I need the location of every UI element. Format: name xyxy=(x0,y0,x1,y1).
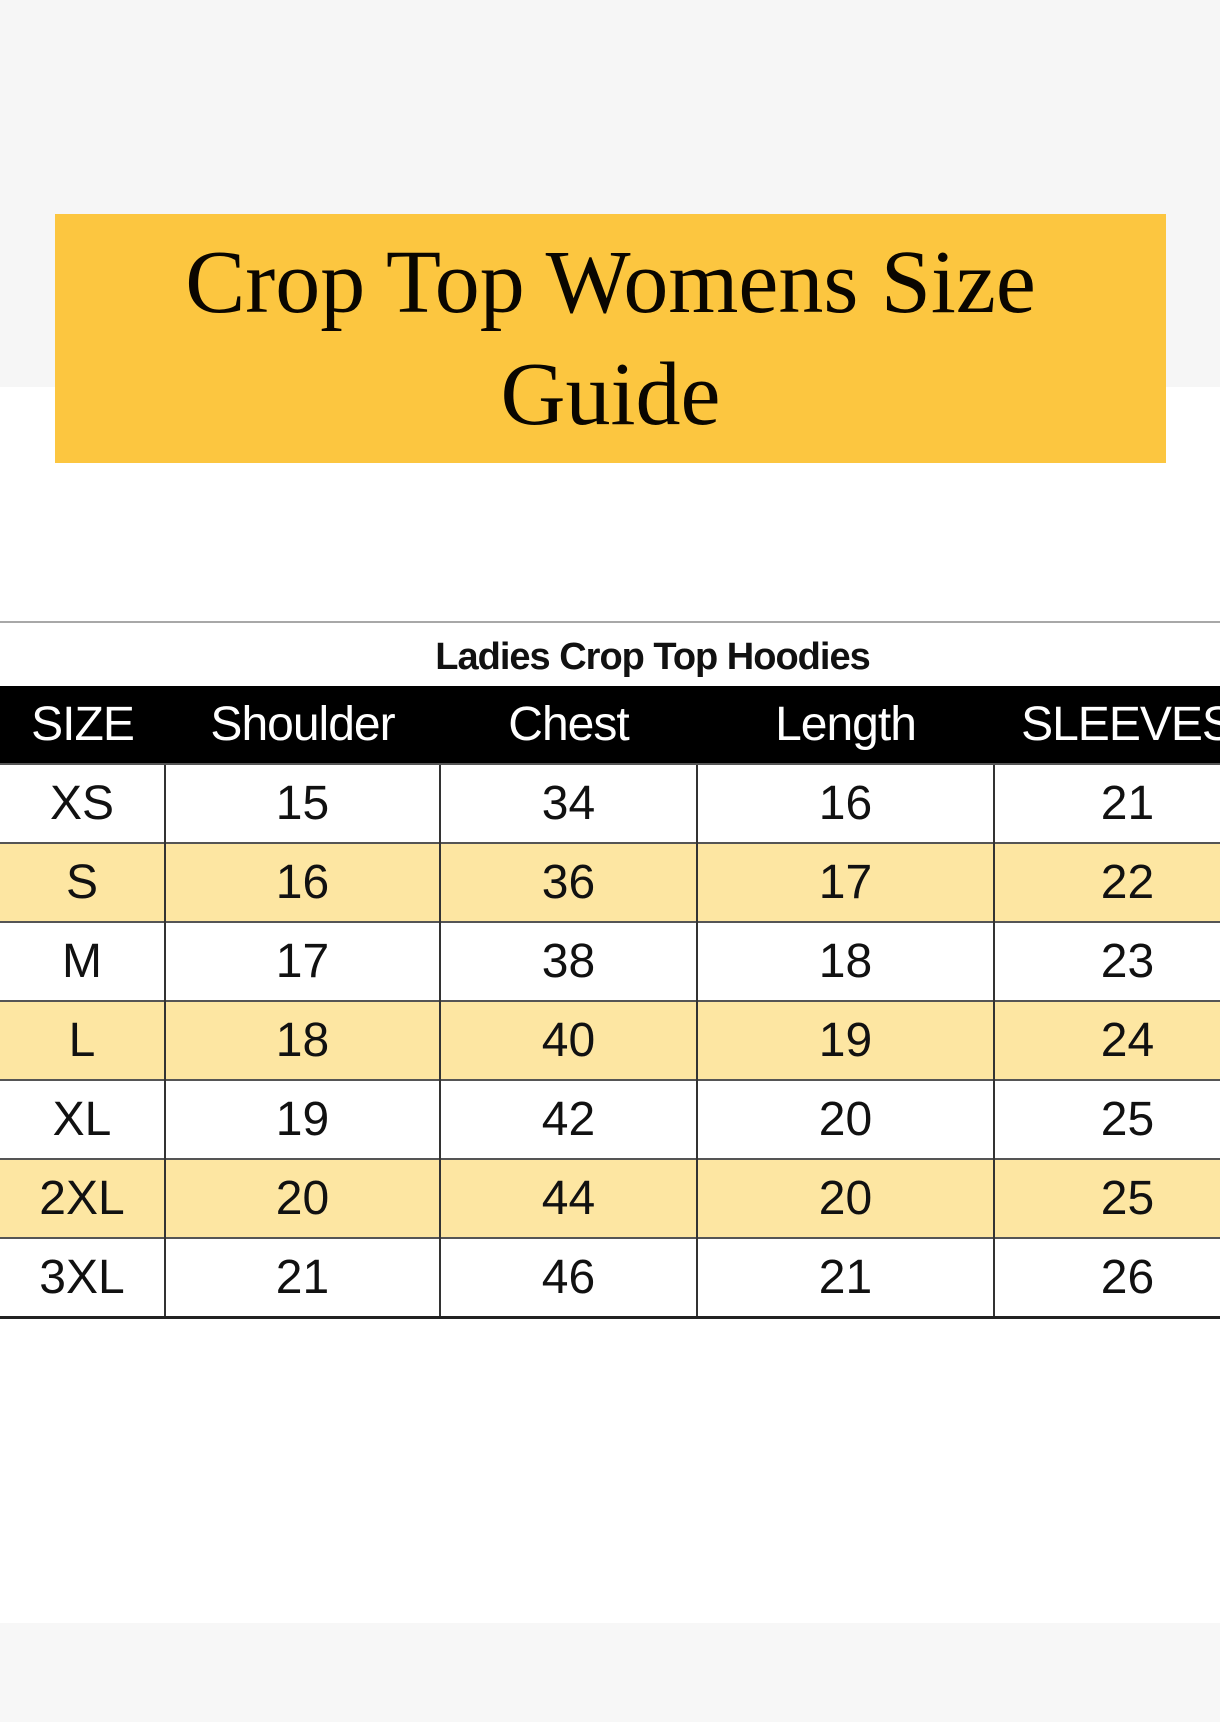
bottom-background xyxy=(0,1623,1220,1722)
measurement-cell: 15 xyxy=(164,763,440,843)
measurement-cell: 19 xyxy=(164,1079,440,1159)
table-row: 2XL 20 44 20 25 xyxy=(0,1158,1220,1238)
measurement-cell: 34 xyxy=(439,763,697,843)
measurement-cell: 36 xyxy=(439,842,697,922)
measurement-cell: 25 xyxy=(993,1079,1220,1159)
measurement-cell: 21 xyxy=(696,1237,994,1319)
measurement-cell: 26 xyxy=(993,1237,1220,1319)
measurement-cell: 21 xyxy=(164,1237,440,1319)
size-cell: M xyxy=(0,921,165,1001)
measurement-cell: 46 xyxy=(439,1237,697,1319)
measurement-cell: 18 xyxy=(164,1000,440,1080)
column-header-sleeves: SLEEVES xyxy=(994,686,1220,764)
table-header-row: SIZE Shoulder Chest Length SLEEVES xyxy=(0,686,1220,764)
table-row: L 18 40 19 24 xyxy=(0,1000,1220,1080)
measurement-cell: 23 xyxy=(993,921,1220,1001)
size-cell: XL xyxy=(0,1079,165,1159)
page-title: Crop Top Womens Size Guide xyxy=(185,232,1036,444)
column-header-size: SIZE xyxy=(0,686,165,764)
measurement-cell: 24 xyxy=(993,1000,1220,1080)
measurement-cell: 38 xyxy=(439,921,697,1001)
table-row: M 17 38 18 23 xyxy=(0,921,1220,1001)
size-table: SIZE Shoulder Chest Length SLEEVES XS 15 34 16 2… xyxy=(0,686,1220,1319)
measurement-cell: 40 xyxy=(439,1000,697,1080)
measurement-cell: 22 xyxy=(993,842,1220,922)
title-banner: Crop Top Womens Size Guide xyxy=(55,214,1166,463)
table-row: S 16 36 17 22 xyxy=(0,842,1220,922)
table-row: 3XL 21 46 21 26 xyxy=(0,1237,1220,1319)
column-header-shoulder: Shoulder xyxy=(165,686,440,764)
measurement-cell: 18 xyxy=(696,921,994,1001)
size-cell: 3XL xyxy=(0,1237,165,1319)
measurement-cell: 16 xyxy=(696,763,994,843)
measurement-cell: 19 xyxy=(696,1000,994,1080)
measurement-cell: 21 xyxy=(993,763,1220,843)
table-top-rule xyxy=(0,621,1220,623)
table-row: XL 19 42 20 25 xyxy=(0,1079,1220,1159)
measurement-cell: 17 xyxy=(164,921,440,1001)
measurement-cell: 17 xyxy=(696,842,994,922)
table-caption: Ladies Crop Top Hoodies xyxy=(435,636,870,678)
size-cell: L xyxy=(0,1000,165,1080)
measurement-cell: 25 xyxy=(993,1158,1220,1238)
measurement-cell: 20 xyxy=(696,1158,994,1238)
size-cell: S xyxy=(0,842,165,922)
measurement-cell: 20 xyxy=(164,1158,440,1238)
measurement-cell: 42 xyxy=(439,1079,697,1159)
size-cell: XS xyxy=(0,763,165,843)
measurement-cell: 20 xyxy=(696,1079,994,1159)
table-row: XS 15 34 16 21 xyxy=(0,763,1220,843)
measurement-cell: 44 xyxy=(439,1158,697,1238)
column-header-chest: Chest xyxy=(440,686,697,764)
size-cell: 2XL xyxy=(0,1158,165,1238)
measurement-cell: 16 xyxy=(164,842,440,922)
column-header-length: Length xyxy=(697,686,994,764)
